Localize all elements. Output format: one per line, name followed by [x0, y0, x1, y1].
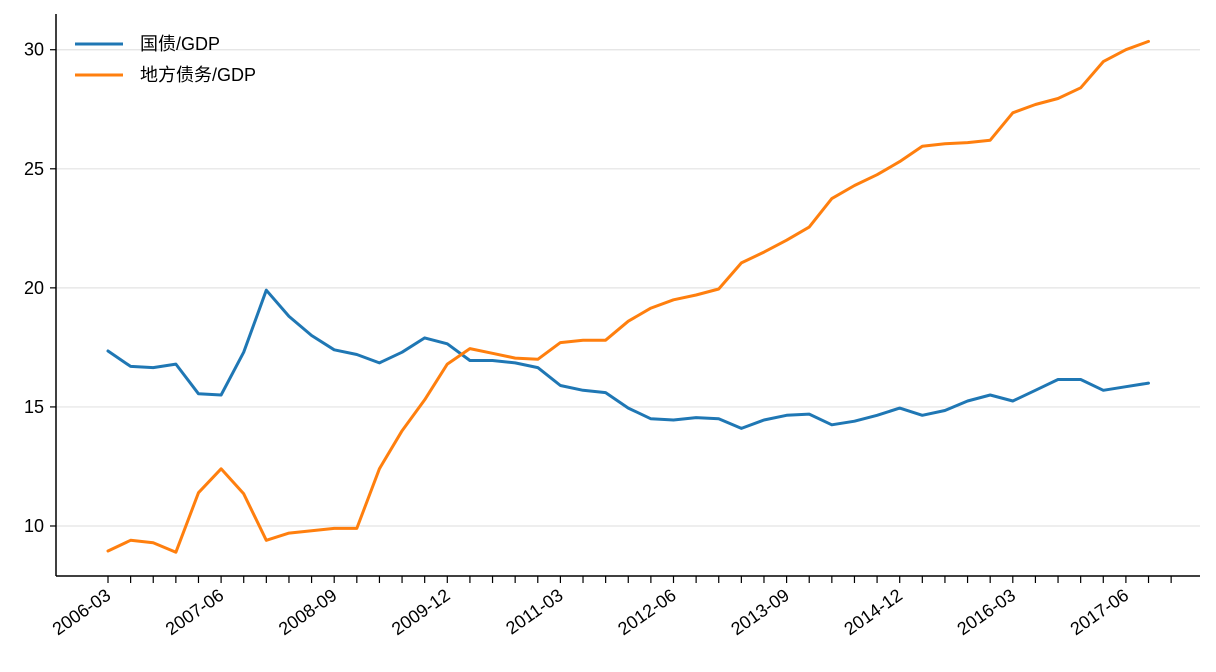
- series-line-1: [106, 288, 1150, 430]
- grid-lines: [56, 49, 1200, 527]
- y-tick-label-10: 10: [24, 516, 44, 536]
- x-tick-label-2006-03: 2006-03: [49, 585, 115, 639]
- x-ticks: 2006-03 2007-06 2008-09 2009-12 2011-03 2012-…: [49, 576, 1172, 639]
- x-tick-label-2008-09: 2008-09: [275, 585, 341, 639]
- y-tick-label-15: 15: [24, 397, 44, 417]
- x-tick-label-2017-06: 2017-06: [1067, 585, 1133, 639]
- series-lines: [106, 39, 1150, 554]
- y-tick-label-25: 25: [24, 159, 44, 179]
- series-line-2: [106, 39, 1150, 554]
- axes: [55, 14, 1200, 577]
- x-tick-label-2011-03: 2011-03: [502, 585, 566, 639]
- legend: 国债/GDP 地方债务/GDP: [75, 34, 256, 85]
- legend-label-series-2: 地方债务/GDP: [140, 65, 256, 85]
- x-tick-label-2009-12: 2009-12: [388, 585, 454, 639]
- y-tick-label-20: 20: [24, 278, 44, 298]
- y-ticks: 10 15 20 25 30: [24, 40, 56, 536]
- x-tick-label-2014-12: 2014-12: [840, 585, 906, 639]
- x-tick-label-2013-09: 2013-09: [727, 585, 793, 639]
- y-tick-label-30: 30: [24, 40, 44, 60]
- x-tick-label-2016-03: 2016-03: [954, 585, 1020, 639]
- legend-label-series-1: 国债/GDP: [140, 34, 220, 54]
- x-tick-label-2012-06: 2012-06: [614, 585, 680, 639]
- x-tick-label-2007-06: 2007-06: [162, 585, 228, 639]
